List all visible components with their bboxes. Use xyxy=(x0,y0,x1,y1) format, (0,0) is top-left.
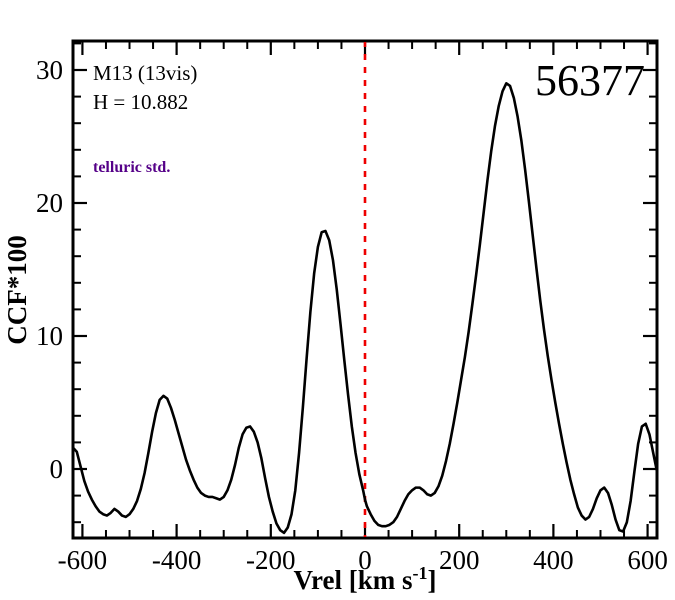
x-tick-label: 600 xyxy=(627,545,668,575)
x-axis-title-base: Vrel [km s xyxy=(294,565,413,595)
annotation-magnitude: H = 10.882 xyxy=(93,90,188,114)
annotation-object: M13 (13vis) xyxy=(93,61,197,85)
y-axis-tick-labels: 0 10 20 30 xyxy=(36,55,63,484)
x-tick-label: 200 xyxy=(439,545,480,575)
y-tick-label: 10 xyxy=(36,321,63,351)
y-axis-ticks xyxy=(73,42,657,524)
x-axis-title-tail: ] xyxy=(427,565,436,595)
x-axis-tick-labels: -600 -400 -200 0 200 400 600 xyxy=(58,545,668,575)
annotation-epoch: 56377 xyxy=(535,56,645,105)
annotation-telluric-std: telluric std. xyxy=(93,159,170,176)
x-tick-label: 400 xyxy=(533,545,574,575)
x-tick-label: -400 xyxy=(152,545,202,575)
y-tick-label: 0 xyxy=(50,454,64,484)
y-tick-label: 20 xyxy=(36,188,63,218)
x-tick-label: -200 xyxy=(246,545,296,575)
svg-text:Vrel [km s-1]: Vrel [km s-1] xyxy=(294,563,437,595)
y-tick-label: 30 xyxy=(36,55,63,85)
ccf-data-curve xyxy=(74,82,656,535)
x-axis-title-superscript: -1 xyxy=(412,563,427,583)
y-axis-title: CCF*100 xyxy=(2,235,32,345)
x-tick-label: -600 xyxy=(58,545,108,575)
x-axis-title: Vrel [km s-1] xyxy=(294,563,437,595)
x-axis-ticks xyxy=(81,41,649,538)
x-tick-label: 0 xyxy=(358,545,372,575)
